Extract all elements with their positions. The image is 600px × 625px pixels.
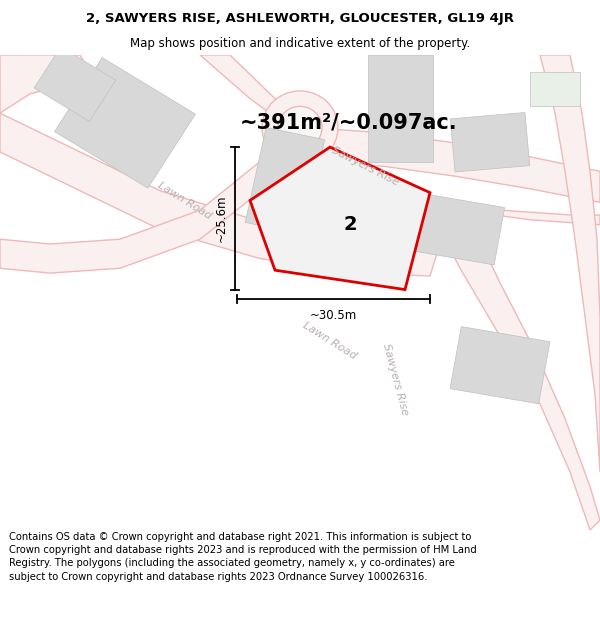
Polygon shape	[200, 55, 600, 224]
Polygon shape	[250, 147, 430, 289]
Polygon shape	[450, 327, 550, 404]
Text: Lawn Road: Lawn Road	[301, 321, 359, 361]
Text: 2: 2	[343, 215, 357, 234]
Polygon shape	[367, 55, 433, 162]
Polygon shape	[530, 72, 580, 106]
Polygon shape	[450, 112, 530, 172]
Text: ~391m²/~0.097ac.: ~391m²/~0.097ac.	[240, 113, 458, 133]
Polygon shape	[0, 127, 295, 273]
Polygon shape	[415, 194, 505, 265]
Text: Lawn Road: Lawn Road	[157, 180, 214, 221]
Polygon shape	[280, 171, 415, 273]
Polygon shape	[310, 127, 600, 202]
Text: Contains OS data © Crown copyright and database right 2021. This information is : Contains OS data © Crown copyright and d…	[9, 532, 477, 581]
Polygon shape	[0, 113, 440, 276]
Polygon shape	[34, 47, 116, 121]
Polygon shape	[540, 55, 600, 472]
Polygon shape	[55, 58, 196, 188]
Circle shape	[278, 106, 322, 149]
Polygon shape	[430, 210, 600, 530]
Text: Map shows position and indicative extent of the property.: Map shows position and indicative extent…	[130, 38, 470, 51]
Text: 2, SAWYERS RISE, ASHLEWORTH, GLOUCESTER, GL19 4JR: 2, SAWYERS RISE, ASHLEWORTH, GLOUCESTER,…	[86, 12, 514, 25]
Polygon shape	[245, 127, 325, 234]
Circle shape	[262, 91, 338, 164]
Text: ~25.6m: ~25.6m	[215, 194, 228, 242]
Text: Sawyers Rise: Sawyers Rise	[330, 145, 400, 188]
Polygon shape	[0, 55, 100, 113]
Text: ~30.5m: ~30.5m	[310, 309, 357, 322]
Text: Sawyers Rise: Sawyers Rise	[380, 342, 409, 417]
